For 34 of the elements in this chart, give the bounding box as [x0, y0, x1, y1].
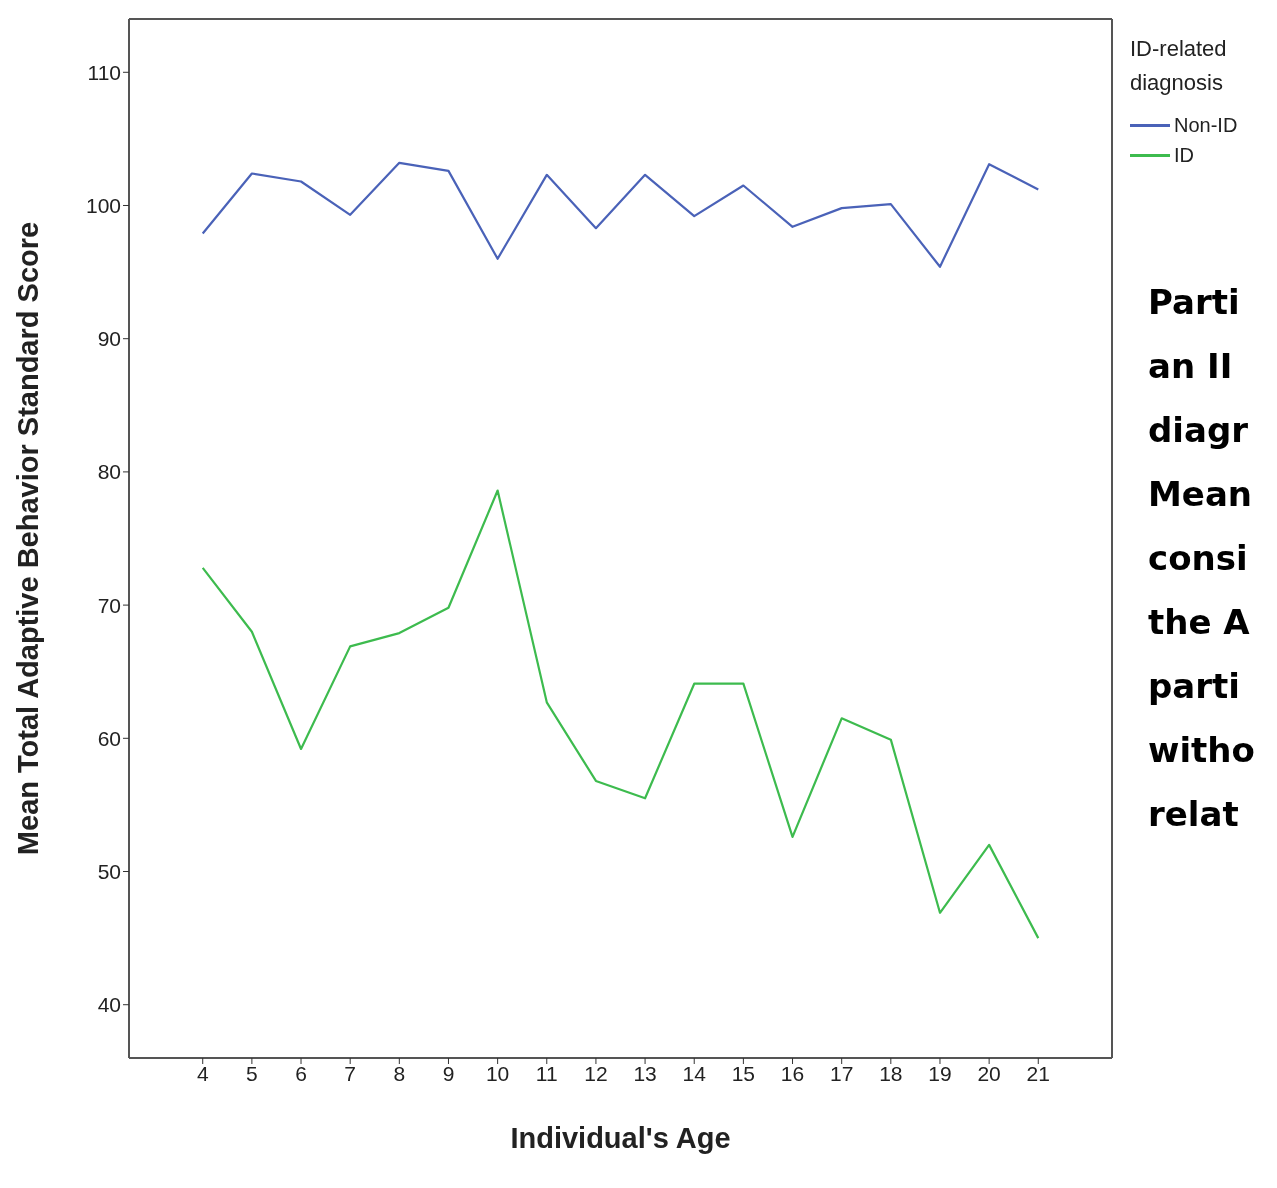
- x-tick-label: 19: [928, 1061, 952, 1085]
- x-tick-label: 21: [1026, 1061, 1050, 1085]
- x-tick-label: 13: [633, 1061, 657, 1085]
- y-tick-label: 50: [97, 859, 121, 883]
- x-tick-label: 14: [682, 1061, 707, 1085]
- x-axis-title: Individual's Age: [510, 1122, 731, 1154]
- y-tick-label: 110: [87, 60, 121, 84]
- x-tick-label: 7: [344, 1061, 357, 1085]
- legend-label: Non-ID: [1174, 113, 1238, 137]
- x-tick-label: 12: [584, 1061, 608, 1085]
- y-axis-title: Mean Total Adaptive Behavior Standard Score: [12, 221, 45, 856]
- x-tick-label: 9: [442, 1061, 455, 1085]
- line-series: [201, 161, 1040, 268]
- legend-label: ID: [1174, 143, 1194, 167]
- y-tick-label: 70: [97, 593, 121, 617]
- legend-title: ID-related diagnosis: [1130, 35, 1228, 97]
- x-tick-label: 16: [780, 1061, 805, 1085]
- y-tick-label: 60: [97, 726, 121, 750]
- y-tick-label: 40: [97, 993, 121, 1017]
- x-tick-label: 6: [295, 1061, 307, 1085]
- x-tick-label: 18: [879, 1061, 903, 1085]
- x-tick-label: 4: [196, 1061, 209, 1085]
- text: Parti an II diagr Mean consi the A parti witho relat: [1148, 282, 1255, 834]
- x-tick-label: 5: [246, 1061, 258, 1085]
- line-series: [201, 489, 1040, 940]
- x-tick-label: 15: [731, 1061, 756, 1085]
- x-tick-label: 11: [535, 1061, 558, 1085]
- y-tick-label: 90: [97, 327, 121, 351]
- x-tick-label: 20: [977, 1061, 1001, 1085]
- x-tick-label: 17: [830, 1061, 854, 1085]
- x-tick-label: 8: [393, 1061, 406, 1085]
- x-tick-label: 10: [485, 1061, 510, 1085]
- y-tick-label: 100: [85, 193, 121, 217]
- y-tick-label: 80: [97, 460, 121, 484]
